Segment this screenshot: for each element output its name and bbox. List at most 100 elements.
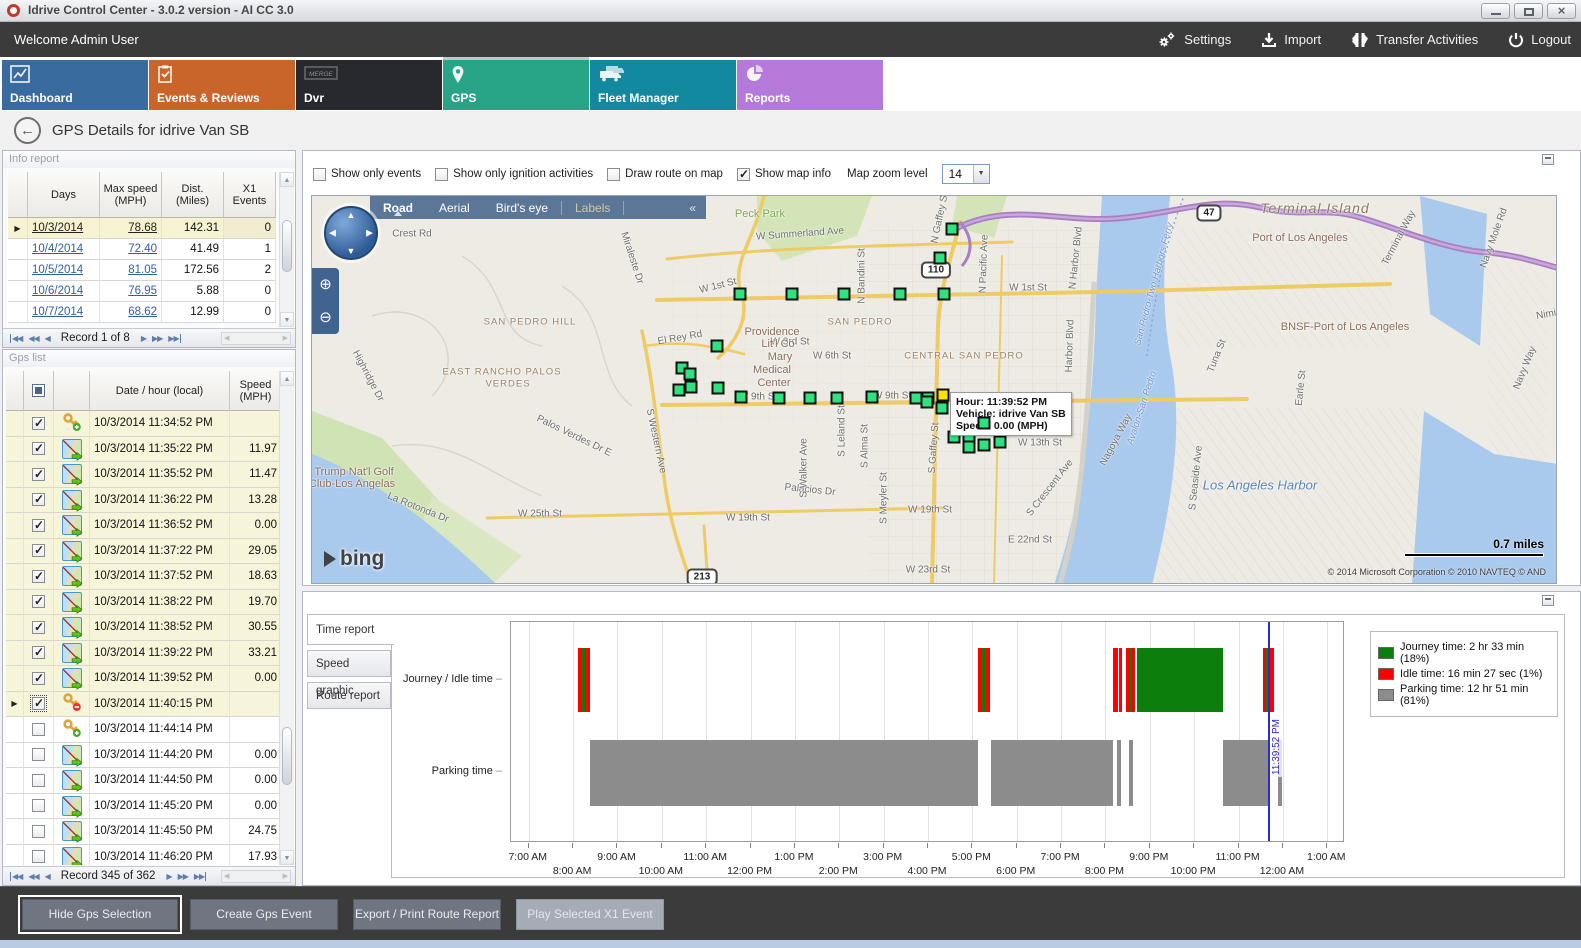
row-checkbox[interactable] (30, 695, 47, 713)
max-speed-cell[interactable]: 72.40 (100, 239, 162, 260)
speed-link[interactable]: 68.62 (128, 306, 157, 318)
date-link[interactable]: 10/7/2014 (32, 306, 84, 318)
tab-reports[interactable]: Reports (737, 60, 883, 110)
option-checkbox[interactable] (435, 167, 449, 181)
table-row[interactable]: 10/6/2014 76.95 5.88 0 (8, 281, 276, 302)
gps-marker[interactable] (977, 416, 991, 430)
row-checkbox[interactable] (32, 824, 45, 838)
row-checkbox[interactable] (32, 492, 45, 507)
column-header[interactable]: X1 Events (224, 172, 276, 218)
row-checkbox[interactable] (32, 799, 45, 813)
gps-marker[interactable] (893, 287, 907, 301)
select-all-header[interactable] (24, 371, 54, 411)
gps-marker[interactable] (993, 435, 1007, 449)
checkbox-cell[interactable] (24, 691, 54, 717)
days-cell[interactable]: 10/4/2014 (28, 239, 100, 260)
checkbox-cell[interactable] (24, 717, 54, 743)
max-speed-cell[interactable]: 78.68 (100, 218, 162, 239)
date-link[interactable]: 10/3/2014 (32, 222, 84, 234)
row-checkbox[interactable] (32, 467, 45, 481)
close-button[interactable]: × (1547, 3, 1576, 19)
row-checkbox[interactable] (32, 671, 45, 685)
gps-marker[interactable] (933, 251, 947, 265)
date-link[interactable]: 10/5/2014 (32, 264, 84, 276)
gps-row[interactable]: 10/3/2014 11:45:20 PM 0.00 (6, 793, 282, 819)
gps-marker[interactable] (937, 287, 951, 301)
gps-marker[interactable] (803, 391, 817, 405)
map-zoom-select[interactable]: 14 ▼ (941, 164, 990, 184)
column-header[interactable] (8, 172, 28, 218)
gps-marker[interactable] (920, 395, 934, 409)
checkbox-cell[interactable] (24, 615, 54, 641)
gps-row[interactable]: ▶ 10/3/2014 11:40:15 PM (6, 691, 282, 717)
table-row[interactable]: ▶ 10/3/2014 78.68 142.31 0 (8, 218, 276, 239)
map-view-birdseye[interactable]: Bird's eye (495, 200, 548, 215)
map-view-aerial[interactable]: Aerial (439, 200, 470, 215)
footer-button-play-selected-x1-event[interactable]: Play Selected X1 Event (516, 899, 664, 930)
column-header[interactable]: Date / hour (local) (90, 371, 230, 411)
gps-row[interactable]: 10/3/2014 11:34:52 PM (6, 411, 282, 437)
column-header[interactable]: Dist. (Miles) (162, 172, 224, 218)
next-page-button[interactable]: ▶▶ (177, 871, 189, 881)
row-checkbox[interactable] (32, 722, 45, 736)
gps-row[interactable]: 10/3/2014 11:45:50 PM 24.75 (6, 819, 282, 845)
prev-page-button[interactable]: ◀◀ (28, 333, 39, 343)
table-row[interactable]: 10/5/2014 81.05 172.56 2 (8, 260, 276, 281)
zoom-in-button[interactable]: ⊕ (319, 276, 332, 293)
checkbox-cell[interactable] (24, 564, 54, 590)
row-checkbox[interactable] (32, 748, 45, 762)
map[interactable]: Road Aerial Bird's eye Labels « ▲ ▼ ◀ ▶ … (311, 195, 1557, 584)
tab-dvr[interactable]: MERGE Dvr (296, 60, 442, 110)
gps-row[interactable]: 10/3/2014 11:44:50 PM 0.00 (6, 768, 282, 794)
checkbox-cell[interactable] (24, 436, 54, 462)
select-all-checkbox[interactable] (32, 384, 45, 397)
info-report-scrollbar[interactable]: ▲ ▼ (279, 172, 294, 327)
back-button[interactable]: ← (14, 117, 41, 144)
gps-marker[interactable] (945, 222, 959, 236)
row-checkbox[interactable] (32, 441, 45, 456)
settings-button[interactable]: Settings (1157, 31, 1231, 49)
speed-link[interactable]: 78.68 (128, 222, 157, 234)
date-link[interactable]: 10/4/2014 (32, 243, 84, 255)
chart-tab-speed-graphic[interactable]: Speed graphic (307, 650, 391, 697)
checkbox-cell[interactable] (24, 640, 54, 666)
column-header[interactable] (54, 371, 90, 411)
minimize-button[interactable] (1481, 3, 1510, 19)
speed-link[interactable]: 81.05 (128, 264, 157, 276)
tab-dashboard[interactable]: Dashboard (2, 60, 148, 110)
horizontal-scrollbar[interactable]: ◀ ▶ (221, 331, 291, 345)
gps-row[interactable]: 10/3/2014 11:44:20 PM 0.00 (6, 742, 282, 768)
date-link[interactable]: 10/6/2014 (32, 285, 84, 297)
first-record-button[interactable]: ◀◀ (10, 333, 23, 343)
map-navbar-collapse-button[interactable]: « (689, 200, 696, 215)
gps-marker[interactable] (733, 287, 747, 301)
map-option[interactable]: Show only ignition activities (435, 167, 593, 181)
footer-button-create-gps-event[interactable]: Create Gps Event (190, 899, 338, 930)
next-record-button[interactable]: ▶ (166, 871, 172, 881)
days-cell[interactable]: 10/6/2014 (28, 281, 100, 302)
map-option[interactable]: Draw route on map (607, 167, 723, 181)
table-row[interactable]: 10/7/2014 68.62 12.99 0 (8, 302, 276, 323)
footer-button-export-print-route-report[interactable]: Export / Print Route Report (353, 899, 501, 930)
row-checkbox[interactable] (32, 518, 45, 532)
row-checkbox[interactable] (32, 773, 45, 787)
map-compass[interactable]: ▲ ▼ ◀ ▶ (324, 206, 378, 260)
speed-link[interactable]: 72.40 (128, 243, 157, 255)
column-header[interactable]: Max speed (MPH) (100, 172, 162, 218)
option-checkbox[interactable] (607, 167, 621, 181)
panel-maximize-button[interactable] (1542, 595, 1554, 606)
first-record-button[interactable]: ◀◀ (10, 871, 23, 881)
footer-button-hide-gps-selection[interactable]: Hide Gps Selection (18, 895, 182, 934)
max-speed-cell[interactable]: 68.62 (100, 302, 162, 323)
prev-page-button[interactable]: ◀◀ (28, 871, 39, 881)
option-checkbox[interactable] (736, 167, 750, 181)
gps-marker[interactable] (962, 440, 976, 454)
gps-marker[interactable] (772, 391, 786, 405)
row-checkbox[interactable] (32, 645, 45, 660)
checkbox-cell[interactable] (24, 768, 54, 794)
map-option[interactable]: Show map info (736, 167, 831, 181)
